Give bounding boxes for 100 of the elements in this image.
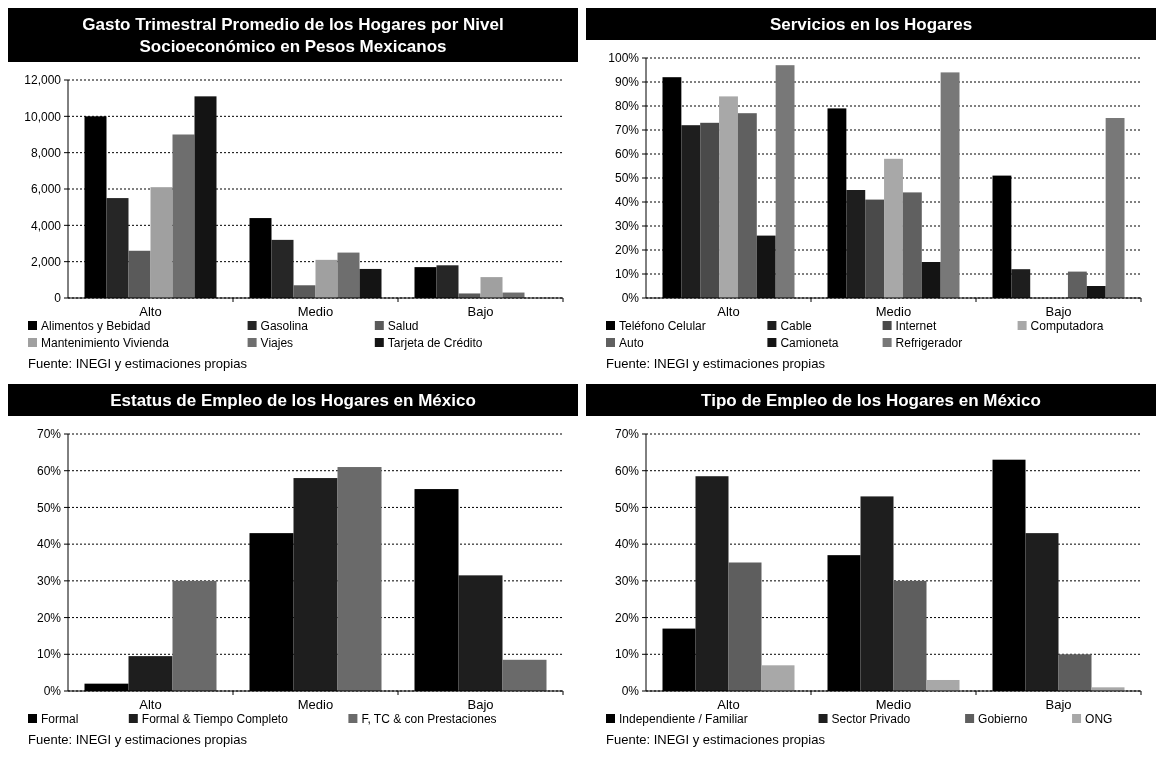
bar bbox=[902, 192, 922, 298]
chart-title: Estatus de Empleo de los Hogares en México bbox=[110, 391, 476, 410]
y-tick-label: 50% bbox=[36, 500, 62, 515]
y-tick-label: 8,000 bbox=[30, 145, 62, 160]
y-tick-label: 40% bbox=[614, 195, 640, 210]
y-tick-label: 50% bbox=[614, 171, 640, 186]
bar bbox=[1011, 269, 1031, 298]
source-note: Fuente: INEGI y estimaciones propias bbox=[606, 356, 826, 371]
y-tick-label: 0% bbox=[621, 291, 640, 306]
x-tick-label: Medio bbox=[297, 304, 334, 319]
chart-title: Tipo de Empleo de los Hogares en México bbox=[701, 391, 1041, 410]
y-tick-label: 80% bbox=[614, 99, 640, 114]
bar bbox=[865, 199, 885, 298]
legend-label: Internet bbox=[895, 319, 937, 334]
legend-label: F, TC & con Prestaciones bbox=[361, 712, 497, 727]
chart-title: Servicios en los Hogares bbox=[769, 15, 973, 34]
bar bbox=[480, 277, 503, 298]
y-tick-label: 10% bbox=[36, 647, 62, 662]
y-tick-label: 0% bbox=[621, 684, 640, 699]
legend-label: Formal & Tiempo Completo bbox=[141, 712, 289, 727]
bar bbox=[315, 259, 338, 298]
bar bbox=[695, 476, 729, 691]
bar bbox=[293, 285, 316, 298]
bar bbox=[846, 190, 866, 298]
bar bbox=[728, 562, 762, 691]
bar bbox=[337, 252, 360, 298]
bar bbox=[1058, 654, 1092, 691]
bar bbox=[893, 580, 927, 691]
x-tick-label: Medio bbox=[875, 697, 912, 712]
bar bbox=[775, 65, 795, 298]
y-tick-label: 12,000 bbox=[24, 73, 62, 88]
y-tick-label: 10,000 bbox=[24, 109, 62, 124]
y-tick-label: 70% bbox=[614, 123, 640, 138]
x-tick-label: Alto bbox=[139, 697, 162, 712]
legend-label: Teléfono Celular bbox=[619, 319, 706, 334]
y-tick-label: 20% bbox=[36, 610, 62, 625]
y-tick-label: 40% bbox=[36, 537, 62, 552]
x-tick-label: Bajo bbox=[1045, 697, 1072, 712]
legend-label: Salud bbox=[387, 319, 419, 334]
y-tick-label: 70% bbox=[36, 427, 62, 442]
bar bbox=[884, 158, 903, 298]
bar bbox=[926, 679, 960, 691]
y-tick-label: 4,000 bbox=[30, 218, 62, 233]
legend-label: Cable bbox=[780, 319, 813, 334]
bar bbox=[756, 235, 776, 298]
y-tick-label: 60% bbox=[614, 463, 640, 478]
bar bbox=[337, 467, 382, 691]
source-note: Fuente: INEGI y estimaciones propias bbox=[28, 356, 248, 371]
bar bbox=[761, 665, 795, 691]
y-tick-label: 30% bbox=[614, 574, 640, 589]
bar bbox=[1067, 271, 1087, 298]
bar bbox=[1025, 533, 1059, 691]
y-tick-label: 30% bbox=[614, 219, 640, 234]
x-tick-label: Medio bbox=[297, 697, 334, 712]
y-tick-label: 10% bbox=[614, 647, 640, 662]
legend-label: Formal bbox=[41, 712, 79, 727]
bar bbox=[1105, 118, 1125, 298]
legend-label: Viajes bbox=[260, 336, 294, 351]
bar bbox=[150, 187, 173, 298]
bar bbox=[719, 96, 738, 298]
x-tick-label: Medio bbox=[875, 304, 912, 319]
y-tick-label: 60% bbox=[36, 463, 62, 478]
legend-label: ONG bbox=[1085, 712, 1113, 727]
x-tick-label: Alto bbox=[139, 304, 162, 319]
legend-label: Independiente / Familiar bbox=[619, 712, 748, 727]
y-tick-label: 50% bbox=[614, 500, 640, 515]
bar bbox=[940, 72, 960, 298]
bar bbox=[293, 478, 338, 691]
x-tick-label: Alto bbox=[717, 697, 740, 712]
y-tick-label: 40% bbox=[614, 537, 640, 552]
bar bbox=[1086, 286, 1106, 298]
y-tick-label: 100% bbox=[608, 51, 640, 66]
y-tick-label: 0 bbox=[54, 291, 62, 306]
y-tick-label: 2,000 bbox=[30, 254, 62, 269]
bar bbox=[436, 265, 459, 298]
legend-label: Camioneta bbox=[780, 336, 839, 351]
legend-label: Auto bbox=[619, 336, 645, 351]
bar bbox=[359, 268, 382, 298]
bar bbox=[458, 575, 503, 691]
x-tick-label: Bajo bbox=[467, 697, 494, 712]
bar bbox=[860, 496, 894, 691]
legend-label: Tarjeta de Crédito bbox=[387, 336, 483, 351]
y-tick-label: 10% bbox=[614, 267, 640, 282]
bar bbox=[271, 239, 294, 298]
x-tick-label: Bajo bbox=[467, 304, 494, 319]
legend-label: Refrigerador bbox=[895, 336, 963, 351]
y-tick-label: 90% bbox=[614, 75, 640, 90]
source-note: Fuente: INEGI y estimaciones propias bbox=[606, 732, 826, 747]
bar bbox=[172, 580, 217, 691]
y-tick-label: 60% bbox=[614, 147, 640, 162]
bar bbox=[681, 125, 701, 298]
legend-label: Gobierno bbox=[978, 712, 1028, 727]
x-tick-label: Bajo bbox=[1045, 304, 1072, 319]
y-tick-label: 0% bbox=[43, 684, 62, 699]
legend-label: Computadora bbox=[1030, 319, 1104, 334]
y-tick-label: 6,000 bbox=[30, 182, 62, 197]
bar bbox=[128, 250, 151, 298]
legend-label: Gasolina bbox=[260, 319, 309, 334]
chart-title: Gasto Trimestral Promedio de los Hogares por Nivel Socioeconómico en Pesos Mexicanos bbox=[82, 15, 504, 56]
y-tick-label: 70% bbox=[614, 427, 640, 442]
